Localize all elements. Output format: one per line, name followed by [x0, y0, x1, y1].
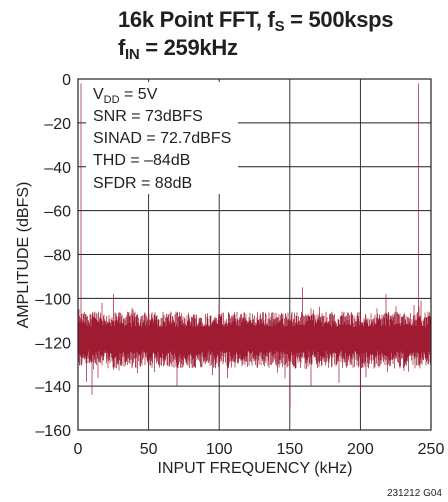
- chart-title-line-2: fIN = 259kHz: [118, 35, 238, 63]
- y-tick-label: –160: [35, 423, 71, 440]
- x-axis-label: INPUT FREQUENCY (kHz): [158, 460, 353, 477]
- x-tick-label: 200: [347, 441, 374, 458]
- x-tick-label: 50: [140, 441, 158, 458]
- x-tick-label: 150: [276, 441, 303, 458]
- y-tick-label: –60: [44, 204, 71, 221]
- annotation-vdd: VDD = 5V: [93, 86, 158, 106]
- chart-title-line-1: 16k Point FFT, fS = 500ksps: [118, 7, 394, 35]
- x-tick-label: 250: [418, 441, 445, 458]
- annotation-background: [86, 82, 238, 194]
- y-tick-labels: 0 –20 –40 –60 –80 –100 –120 –140 –160: [35, 72, 71, 440]
- annotation-thd: THD = –84dB: [93, 152, 190, 169]
- annotation-snr: SNR = 73dBFS: [93, 108, 203, 125]
- x-tick-label: 100: [206, 441, 233, 458]
- figure-id: 231212 G04: [387, 488, 442, 499]
- y-tick-label: –100: [35, 291, 71, 308]
- plot-frame: [77, 78, 432, 431]
- y-tick-label: 0: [62, 72, 71, 89]
- x-tick-label: 0: [74, 441, 83, 458]
- y-axis-label: AMPLITUDE (dBFS): [15, 182, 32, 329]
- chart-title: 16k Point FFT, fS = 500ksps fIN = 259kHz: [118, 6, 394, 63]
- y-tick-label: –20: [44, 116, 71, 133]
- annotation-sinad: SINAD = 72.7dBFS: [93, 130, 231, 147]
- y-tick-label: –120: [35, 335, 71, 352]
- annotation-sfdr: SFDR = 88dB: [93, 175, 192, 192]
- y-tick-label: –140: [35, 379, 71, 396]
- y-tick-label: –80: [44, 248, 71, 265]
- x-tick-labels: 0 50 100 150 200 250: [74, 441, 445, 458]
- y-tick-label: –40: [44, 160, 71, 177]
